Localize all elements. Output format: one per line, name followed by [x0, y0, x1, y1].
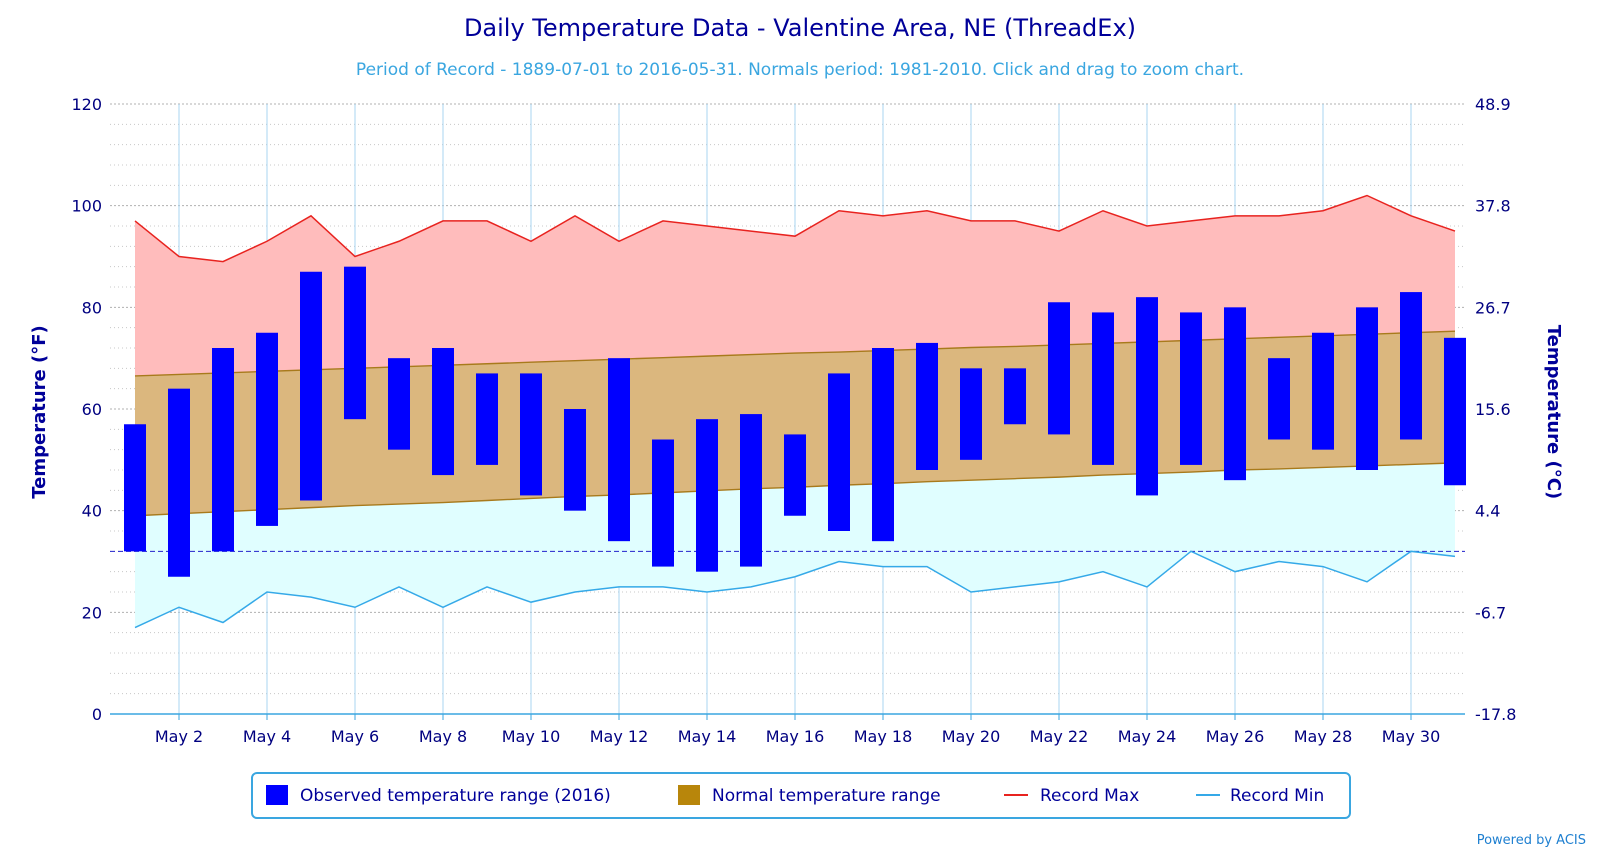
observed-bar[interactable] — [1180, 312, 1202, 465]
legend-item-observed[interactable]: Observed temperature range (2016) — [266, 785, 611, 806]
x-tick-label: May 16 — [766, 727, 825, 746]
y-tick-label-left: 40 — [82, 502, 102, 521]
legend-label-record-max: Record Max — [1040, 786, 1139, 806]
record-min-line — [134, 550, 1456, 629]
y-tick-label-left: 100 — [71, 197, 102, 216]
y-tick-label-left: 120 — [71, 95, 102, 114]
observed-bar[interactable] — [1224, 307, 1246, 481]
observed-bar[interactable] — [1400, 292, 1422, 440]
observed-bar[interactable] — [212, 348, 234, 552]
y-tick-label-left: 60 — [82, 400, 102, 419]
observed-bar[interactable] — [1312, 332, 1334, 450]
observed-bar[interactable] — [432, 348, 454, 476]
y-tick-label-right: -6.7 — [1475, 603, 1506, 622]
observed-bar[interactable] — [476, 373, 498, 465]
y-tick-label-right: 37.8 — [1475, 197, 1511, 216]
x-tick-label: May 6 — [331, 727, 379, 746]
observed-bar[interactable] — [960, 368, 982, 460]
observed-bar[interactable] — [872, 348, 894, 542]
credit-link[interactable]: Powered by ACIS — [1477, 833, 1586, 848]
legend: Observed temperature range (2016) Normal… — [251, 772, 1351, 819]
legend-label-record-min: Record Min — [1230, 786, 1324, 806]
observed-bar[interactable] — [1048, 302, 1070, 435]
observed-bar[interactable] — [256, 332, 278, 526]
legend-swatch-normal — [678, 785, 700, 805]
observed-bar[interactable] — [696, 419, 718, 572]
x-tick-label: May 26 — [1206, 727, 1265, 746]
y-tick-label-right: 4.4 — [1475, 502, 1500, 521]
x-tick-label: May 4 — [243, 727, 291, 746]
record-low-band — [135, 462, 1455, 628]
chart-title: Daily Temperature Data - Valentine Area,… — [464, 14, 1136, 42]
legend-swatch-observed — [266, 785, 288, 805]
x-tick-label: May 10 — [502, 727, 561, 746]
x-tick-label: May 24 — [1118, 727, 1177, 746]
y-tick-label-left: 80 — [82, 298, 102, 317]
y-tick-label-right: 15.6 — [1475, 400, 1511, 419]
x-tick-label: May 30 — [1382, 727, 1441, 746]
x-tick-label: May 8 — [419, 727, 467, 746]
record-lines — [134, 194, 1456, 629]
y-tick-label-right: 48.9 — [1475, 95, 1511, 114]
legend-item-record-min[interactable]: Record Min — [1196, 786, 1324, 806]
observed-bar[interactable] — [124, 424, 146, 552]
observed-bar[interactable] — [608, 358, 630, 542]
y-axis-title-left: Temperature (°F) — [29, 325, 50, 499]
observed-bar[interactable] — [652, 439, 674, 567]
observed-bar[interactable] — [300, 271, 322, 501]
y-tick-label-left: 0 — [92, 705, 102, 724]
observed-bar[interactable] — [916, 342, 938, 470]
y-tick-label-right: -17.8 — [1475, 705, 1516, 724]
y-tick-label-right: 26.7 — [1475, 298, 1511, 317]
observed-bar[interactable] — [168, 388, 190, 577]
observed-bar[interactable] — [1136, 297, 1158, 496]
record-max-line — [134, 194, 1456, 263]
legend-label-normal: Normal temperature range — [712, 786, 941, 806]
observed-bar[interactable] — [740, 414, 762, 567]
observed-bars[interactable] — [124, 266, 1466, 577]
observed-bar[interactable] — [388, 358, 410, 450]
observed-bar[interactable] — [1444, 337, 1466, 486]
legend-item-record-max[interactable]: Record Max — [1004, 786, 1139, 806]
x-tick-label: May 22 — [1030, 727, 1089, 746]
observed-bar[interactable] — [1268, 358, 1290, 440]
x-tick-label: May 2 — [155, 727, 203, 746]
legend-label-observed: Observed temperature range (2016) — [300, 786, 611, 806]
observed-bar[interactable] — [520, 373, 542, 496]
x-tick-label: May 20 — [942, 727, 1001, 746]
observed-bar[interactable] — [828, 373, 850, 531]
normal-range-band — [135, 331, 1455, 516]
observed-bar[interactable] — [1356, 307, 1378, 470]
observed-bar[interactable] — [1092, 312, 1114, 465]
axis-layer: 0 -17.8 20 -6.7 40 4.4 60 15.6 80 26.7 100 37.8 120 4… — [71, 95, 1516, 746]
observed-bar[interactable] — [344, 266, 366, 420]
legend-item-normal[interactable]: Normal temperature range — [678, 785, 941, 806]
x-tick-label: May 18 — [854, 727, 913, 746]
x-tick-label: May 28 — [1294, 727, 1353, 746]
x-tick-label: May 12 — [590, 727, 649, 746]
observed-bar[interactable] — [784, 434, 806, 516]
observed-bar[interactable] — [564, 409, 586, 511]
observed-bar[interactable] — [1004, 368, 1026, 425]
record-high-band — [135, 195, 1455, 376]
y-axis-title-right: Temperature (°C) — [1543, 325, 1564, 499]
chart-subtitle: Period of Record - 1889-07-01 to 2016-05… — [356, 60, 1244, 80]
legend-box — [251, 772, 1351, 819]
y-tick-label-left: 20 — [82, 603, 102, 622]
x-tick-label: May 14 — [678, 727, 737, 746]
area-layer — [110, 195, 1465, 628]
